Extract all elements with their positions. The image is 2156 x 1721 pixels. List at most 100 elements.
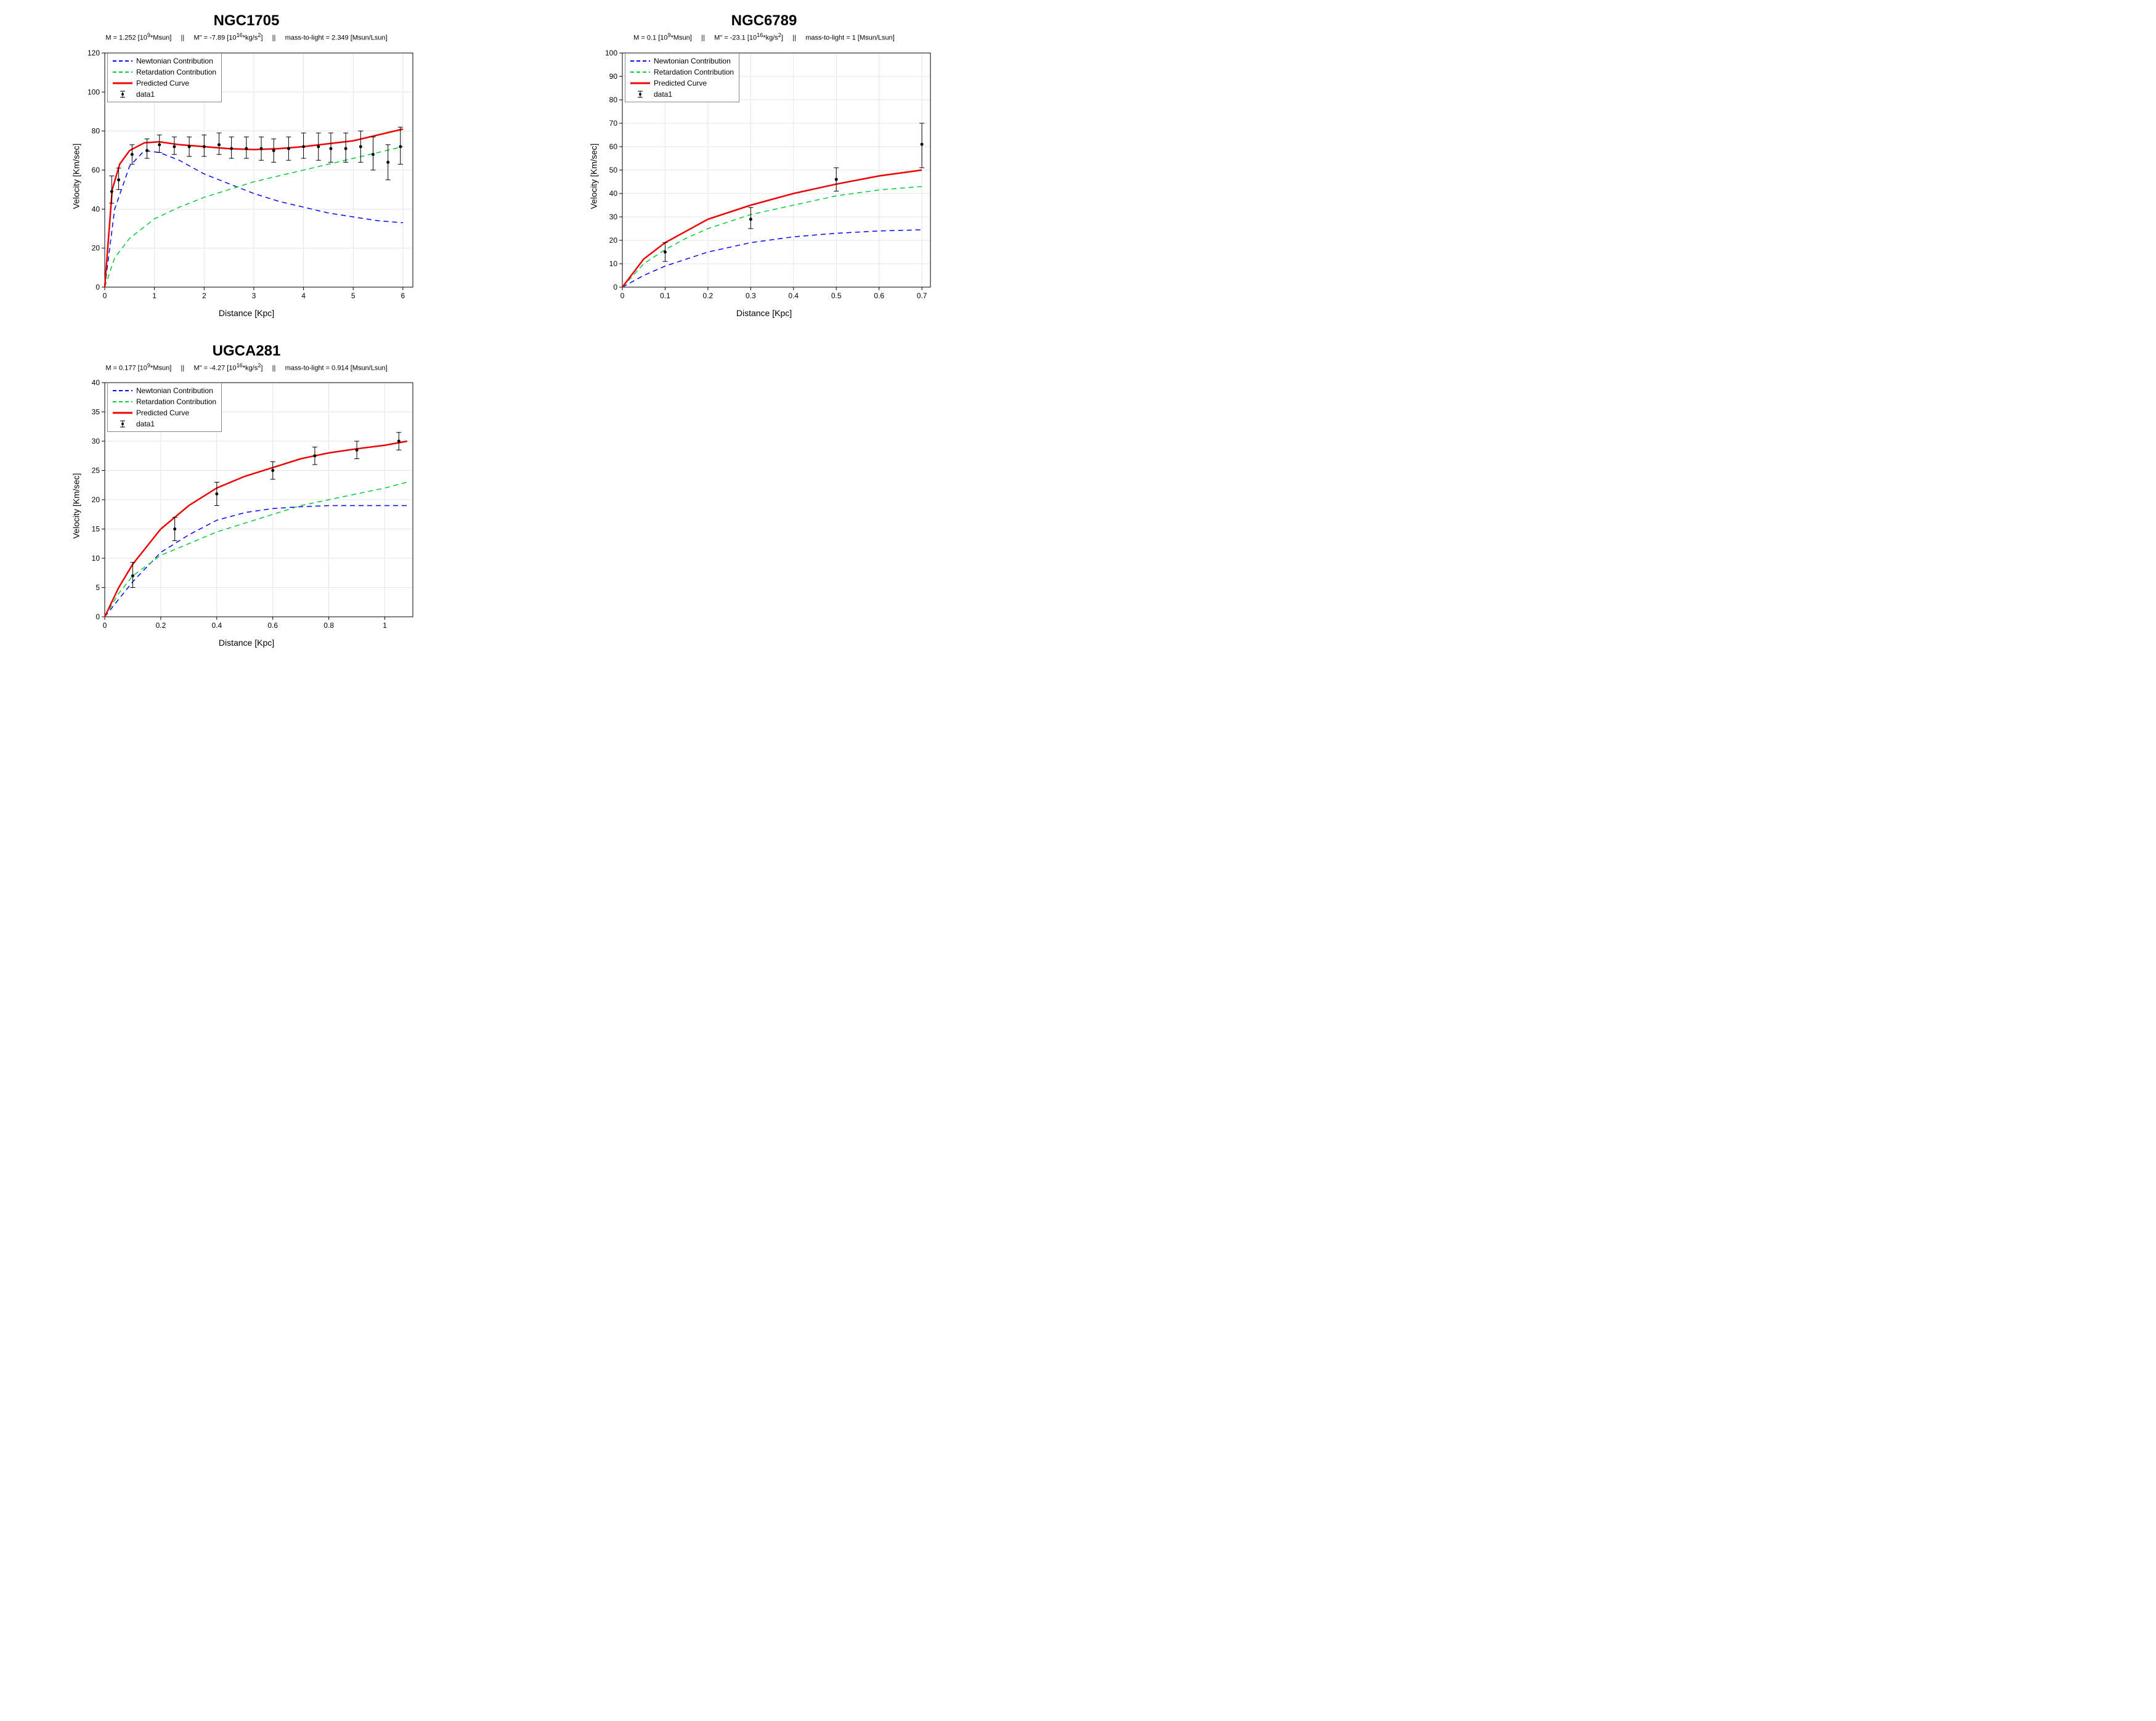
legend-label: Newtonian Contribution (136, 57, 213, 65)
y-axis-label: Velocity [Km/sec] (71, 143, 81, 209)
data-point (344, 147, 348, 150)
data-point (399, 145, 402, 148)
legend-newtonian: Newtonian Contribution (113, 56, 216, 66)
legend-label: Predicted Curve (136, 409, 189, 417)
legend-predicted: Predicted Curve (113, 408, 216, 418)
svg-text:6: 6 (401, 291, 405, 300)
chart-subtitle: M = 1.252 [109*Msun] || M" = -7.89 [1016… (105, 32, 387, 42)
svg-text:20: 20 (92, 495, 100, 504)
svg-text:50: 50 (609, 166, 618, 174)
data-point (921, 142, 924, 145)
svg-text:90: 90 (609, 72, 618, 81)
x-axis-label: Distance [Kpc] (219, 638, 274, 648)
x-axis-label: Distance [Kpc] (219, 308, 274, 318)
data-point (188, 145, 191, 148)
plot-area: 00.20.40.60.810510152025303540Velocity [… (74, 376, 419, 635)
y-axis-label: Velocity [Km/sec] (588, 143, 598, 209)
svg-text:0.5: 0.5 (831, 291, 842, 300)
svg-text:0.4: 0.4 (788, 291, 799, 300)
data-point (117, 178, 120, 181)
chart-subtitle: M = 0.1 [109*Msun] || M" = -23.1 [1016*k… (633, 32, 895, 42)
chart-title: UGCA281 (213, 343, 281, 360)
svg-text:15: 15 (92, 525, 100, 534)
chart-title: NGC6789 (731, 12, 797, 30)
legend-retardation: Retardation Contribution (113, 397, 216, 407)
data-point (245, 147, 248, 150)
legend-label: data1 (136, 90, 155, 99)
data-point (230, 147, 233, 150)
svg-text:25: 25 (92, 466, 100, 475)
x-axis-label: Distance [Kpc] (736, 308, 792, 318)
svg-text:30: 30 (609, 213, 618, 221)
svg-text:30: 30 (92, 437, 100, 446)
data-point (317, 145, 320, 148)
legend-label: Predicted Curve (654, 79, 707, 87)
svg-text:100: 100 (87, 87, 100, 96)
svg-text:10: 10 (92, 554, 100, 563)
svg-text:40: 40 (92, 378, 100, 387)
legend-label: Newtonian Contribution (654, 57, 731, 65)
svg-text:40: 40 (92, 205, 100, 213)
data-point (158, 143, 161, 146)
svg-text:0.8: 0.8 (323, 621, 334, 630)
svg-text:80: 80 (92, 126, 100, 135)
plot-area: 00.10.20.30.40.50.60.7010203040506070809… (592, 47, 937, 306)
svg-text:20: 20 (92, 243, 100, 252)
legend-data: data1 (113, 419, 216, 429)
data-point (664, 250, 667, 253)
data-point (218, 143, 221, 146)
legend: Newtonian Contribution Retardation Contri… (625, 53, 739, 102)
svg-text:0.3: 0.3 (746, 291, 756, 300)
svg-text:0.6: 0.6 (267, 621, 278, 630)
svg-text:3: 3 (252, 291, 256, 300)
svg-text:0: 0 (103, 291, 107, 300)
data-point (110, 190, 113, 193)
legend: Newtonian Contribution Retardation Contri… (107, 383, 222, 432)
svg-text:80: 80 (609, 96, 618, 104)
svg-text:10: 10 (609, 259, 618, 268)
data-point (173, 145, 176, 148)
svg-text:0: 0 (96, 283, 100, 291)
svg-text:0: 0 (96, 612, 100, 621)
chart-ugca281: UGCA281 M = 0.177 [109*Msun] || M" = -4.2… (12, 343, 481, 648)
svg-text:0.2: 0.2 (156, 621, 166, 630)
legend-label: Predicted Curve (136, 79, 189, 87)
data-point (131, 574, 134, 577)
svg-text:0.2: 0.2 (703, 291, 714, 300)
data-point (145, 149, 148, 152)
legend-label: Retardation Contribution (136, 68, 216, 76)
legend-retardation: Retardation Contribution (630, 67, 734, 77)
svg-text:35: 35 (92, 408, 100, 417)
legend-label: data1 (136, 420, 155, 428)
data-point (173, 527, 176, 531)
svg-text:20: 20 (609, 236, 618, 245)
data-point (272, 149, 275, 152)
data-point (260, 147, 263, 150)
data-point (386, 160, 389, 163)
svg-text:1: 1 (383, 621, 387, 630)
data-point (313, 455, 316, 458)
data-point (203, 145, 206, 148)
svg-text:0.1: 0.1 (660, 291, 670, 300)
chart-ngc6789: NGC6789 M = 0.1 [109*Msun] || M" = -23.1 … (530, 12, 998, 318)
svg-text:100: 100 (605, 49, 617, 57)
legend-predicted: Predicted Curve (113, 78, 216, 88)
legend-label: Newtonian Contribution (136, 386, 213, 395)
data-point (271, 469, 274, 472)
svg-text:2: 2 (202, 291, 206, 300)
svg-text:0.7: 0.7 (917, 291, 927, 300)
svg-text:0.6: 0.6 (874, 291, 884, 300)
svg-text:40: 40 (609, 189, 618, 198)
data-point (287, 147, 290, 150)
data-point (329, 147, 332, 150)
svg-text:60: 60 (92, 166, 100, 174)
legend-data: data1 (630, 89, 734, 99)
chart-subtitle: M = 0.177 [109*Msun] || M" = -4.27 [1016… (105, 362, 387, 372)
plot-area: 0123456020406080100120Velocity [Km/sec]N… (74, 47, 419, 306)
legend-predicted: Predicted Curve (630, 78, 734, 88)
data-point (359, 145, 362, 148)
data-point (372, 153, 375, 156)
data-point (131, 153, 134, 156)
legend-label: data1 (654, 90, 672, 99)
legend-newtonian: Newtonian Contribution (113, 386, 216, 396)
